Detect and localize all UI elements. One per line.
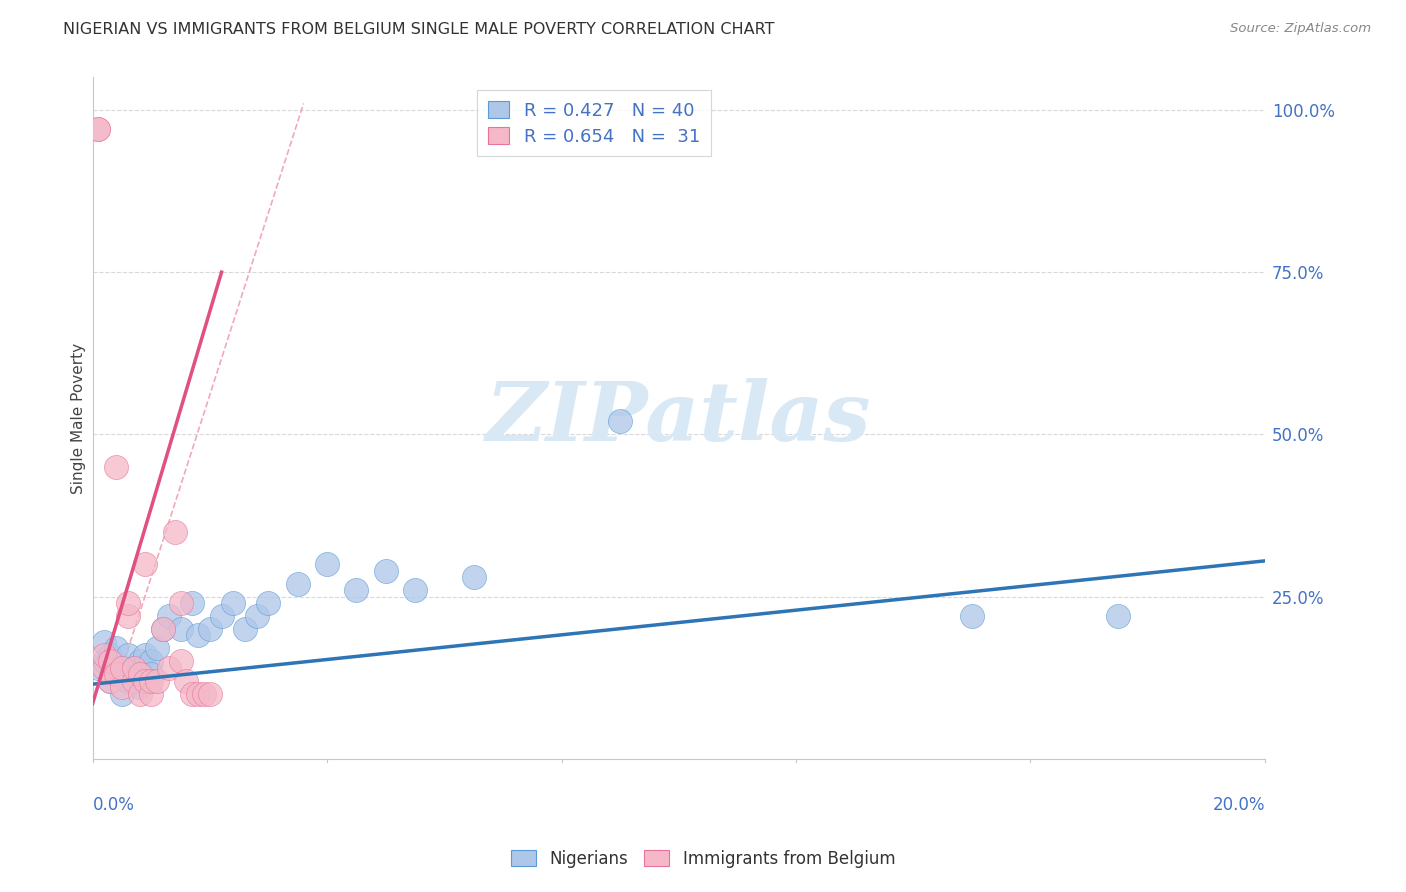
Point [134, 557, 156, 571]
Text: ZIPatlas: ZIPatlas [486, 378, 872, 458]
Point [152, 622, 174, 636]
Point [111, 661, 134, 675]
Point [181, 596, 204, 610]
Point [187, 628, 209, 642]
Y-axis label: Single Male Poverty: Single Male Poverty [72, 343, 86, 493]
Point [187, 687, 209, 701]
Point [222, 596, 245, 610]
Point [141, 673, 163, 688]
Point [157, 609, 180, 624]
Point [960, 609, 983, 624]
Point [98, 655, 121, 669]
Point [128, 681, 150, 695]
Point [128, 667, 150, 681]
Point [316, 557, 339, 571]
Point [134, 673, 156, 688]
Point [169, 622, 191, 636]
Point [122, 673, 145, 688]
Point [105, 641, 128, 656]
Text: NIGERIAN VS IMMIGRANTS FROM BELGIUM SINGLE MALE POVERTY CORRELATION CHART: NIGERIAN VS IMMIGRANTS FROM BELGIUM SING… [63, 22, 775, 37]
Point [111, 687, 134, 701]
Point [211, 609, 233, 624]
Point [1107, 609, 1129, 624]
Point [93, 648, 115, 662]
Point [134, 673, 156, 688]
Point [181, 687, 204, 701]
Point [152, 622, 174, 636]
Text: Source: ZipAtlas.com: Source: ZipAtlas.com [1230, 22, 1371, 36]
Point [374, 564, 396, 578]
Point [198, 622, 221, 636]
Point [257, 596, 280, 610]
Point [111, 681, 134, 695]
Text: 20.0%: 20.0% [1212, 797, 1265, 814]
Point [122, 667, 145, 681]
Point [98, 673, 121, 688]
Point [134, 648, 156, 662]
Point [287, 576, 309, 591]
Point [87, 661, 110, 675]
Point [163, 524, 186, 539]
Point [233, 622, 256, 636]
Point [146, 641, 169, 656]
Point [404, 583, 426, 598]
Point [87, 122, 110, 136]
Point [146, 673, 169, 688]
Point [141, 655, 163, 669]
Point [98, 673, 121, 688]
Text: 0.0%: 0.0% [93, 797, 135, 814]
Point [105, 667, 128, 681]
Point [169, 655, 191, 669]
Point [105, 459, 128, 474]
Point [117, 648, 139, 662]
Point [98, 648, 121, 662]
Point [105, 667, 128, 681]
Point [193, 687, 215, 701]
Point [117, 609, 139, 624]
Point [93, 661, 115, 675]
Point [609, 414, 631, 428]
Point [169, 596, 191, 610]
Point [246, 609, 269, 624]
Point [141, 667, 163, 681]
Point [128, 687, 150, 701]
Legend: R = 0.427   N = 40, R = 0.654   N =  31: R = 0.427 N = 40, R = 0.654 N = 31 [477, 90, 711, 156]
Point [87, 122, 110, 136]
Point [122, 661, 145, 675]
Point [93, 655, 115, 669]
Point [117, 673, 139, 688]
Legend: Nigerians, Immigrants from Belgium: Nigerians, Immigrants from Belgium [503, 844, 903, 875]
Point [128, 655, 150, 669]
Point [141, 687, 163, 701]
Point [93, 635, 115, 649]
Point [463, 570, 485, 584]
Point [122, 661, 145, 675]
Point [176, 673, 198, 688]
Point [198, 687, 221, 701]
Point [344, 583, 367, 598]
Point [111, 661, 134, 675]
Point [117, 596, 139, 610]
Point [157, 661, 180, 675]
